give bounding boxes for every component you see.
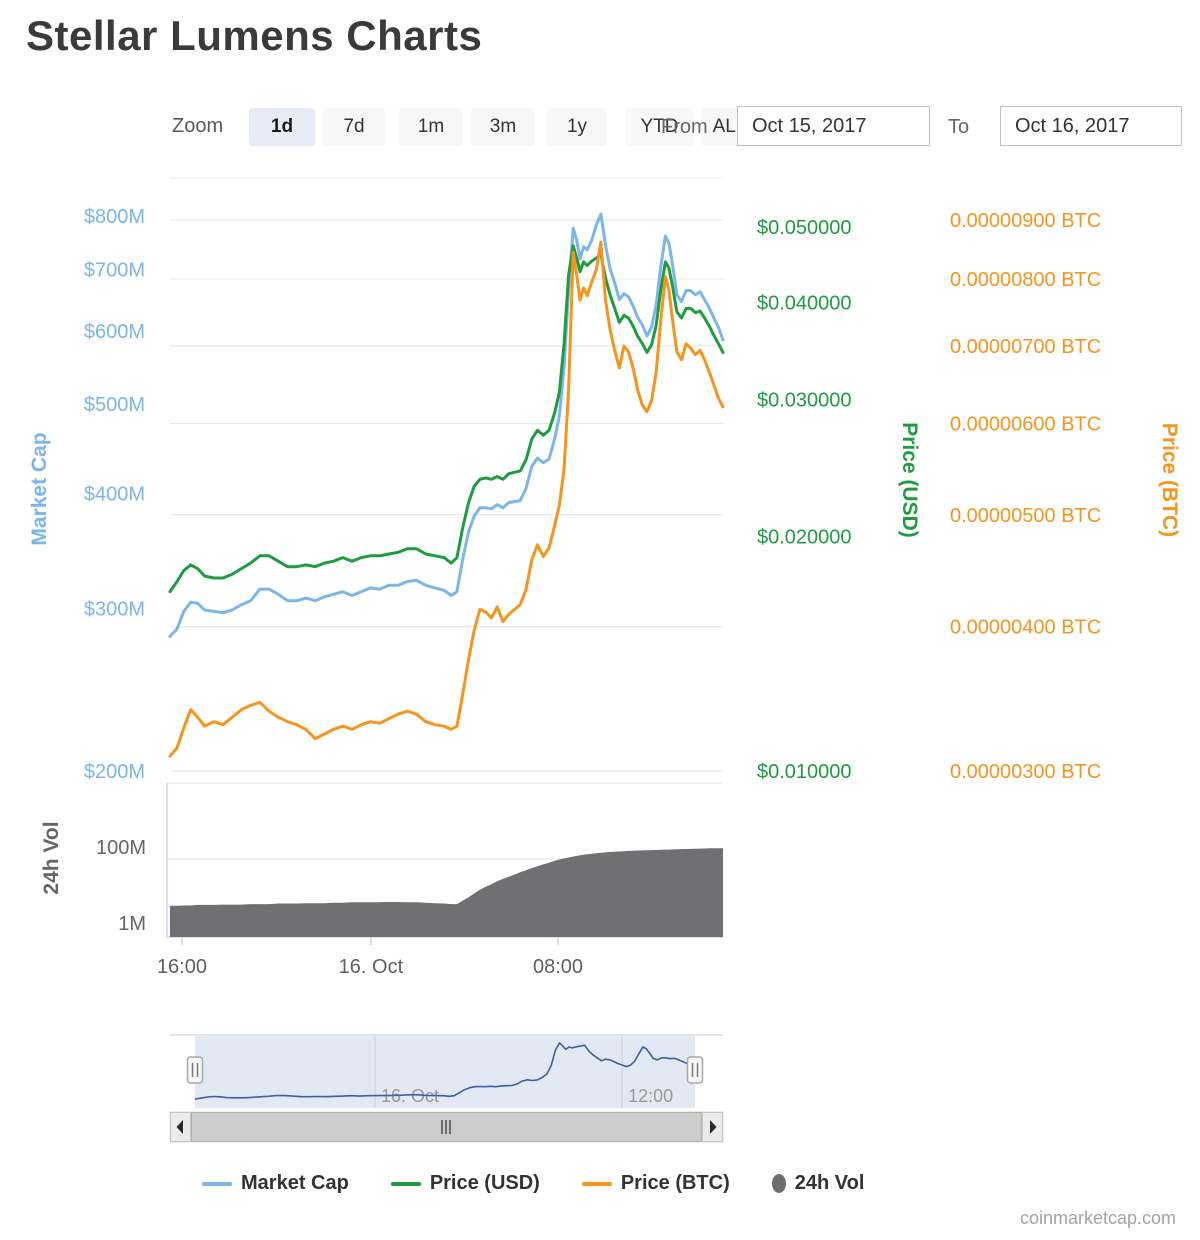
- navigator-x-label: 12:00: [628, 1086, 673, 1106]
- legend-label: 24h Vol: [794, 1172, 865, 1194]
- navigator-x-label: 16. Oct: [381, 1086, 439, 1106]
- market-cap-tick-label: $600M: [84, 321, 145, 343]
- market-cap-series: [168, 212, 725, 638]
- navigator-series: [194, 1042, 696, 1100]
- zoom-button-7d[interactable]: 7d: [323, 108, 385, 146]
- legend-label: Price (USD): [429, 1172, 540, 1194]
- navigator-handle-right[interactable]: [686, 1056, 704, 1084]
- navigator-handle-left[interactable]: [186, 1056, 204, 1084]
- zoom-button-1d[interactable]: 1d: [249, 108, 315, 146]
- legend-circle-marker: [771, 1174, 786, 1193]
- navigator-selected-range[interactable]: [195, 1036, 695, 1108]
- volume-tick-label: 1M: [118, 913, 146, 935]
- market-cap-axis-title: Market Cap: [28, 432, 51, 545]
- volume-area-series: [170, 848, 723, 937]
- price-usd-tick-label: $0.010000: [757, 761, 852, 783]
- legend-item-24h-vol[interactable]: 24h Vol: [771, 1172, 865, 1195]
- x-axis-label: 16:00: [157, 956, 207, 978]
- price-usd--series: [168, 244, 725, 594]
- zoom-button-1y[interactable]: 1y: [547, 108, 607, 146]
- price-btc-tick-label: 0.00000900 BTC: [950, 210, 1101, 232]
- market-cap-tick-label: $300M: [84, 599, 145, 621]
- legend-label: Price (BTC): [620, 1172, 730, 1194]
- watermark: coinmarketcap.com: [1019, 1208, 1176, 1228]
- price-usd-tick-label: $0.030000: [757, 390, 852, 412]
- price-usd-tick-label: $0.050000: [757, 217, 852, 239]
- market-cap-tick-label: $400M: [84, 484, 145, 506]
- scrollbar-right-arrow-icon[interactable]: [710, 1120, 717, 1134]
- handle-grip-icon[interactable]: [686, 1056, 704, 1084]
- x-axis-label: 08:00: [533, 956, 583, 978]
- price-usd-tick-label: $0.040000: [757, 292, 852, 314]
- price-btc-tick-label: 0.00000400 BTC: [950, 617, 1101, 639]
- scrollbar-left-arrow-icon[interactable]: [176, 1120, 184, 1134]
- to-label: To: [948, 116, 970, 138]
- from-label: From: [661, 116, 708, 138]
- volume-tick-label: 100M: [96, 837, 146, 859]
- price-btc-tick-label: 0.00000800 BTC: [950, 269, 1101, 291]
- market-cap-tick-label: $500M: [84, 394, 145, 416]
- price-btc-tick-label: 0.00000700 BTC: [950, 336, 1101, 358]
- price-btc-tick-label: 0.00000500 BTC: [950, 505, 1101, 527]
- price-volume-chart[interactable]: $800M $700M $600M $500M $400M $300M $200M $0.05…: [0, 0, 1200, 1160]
- zoom-button-1m[interactable]: 1m: [399, 108, 463, 146]
- price-btc-axis-title: Price (BTC): [1158, 423, 1181, 537]
- market-cap-tick-label: $800M: [84, 206, 145, 228]
- zoom-button-ytd[interactable]: YTD: [626, 108, 693, 146]
- legend-line-marker: [390, 1181, 421, 1186]
- price-usd-tick-label: $0.020000: [757, 527, 852, 549]
- price-btc-tick-label: 0.00000600 BTC: [950, 413, 1101, 435]
- zoom-button-3m[interactable]: 3m: [471, 108, 535, 146]
- market-cap-tick-label: $200M: [84, 761, 145, 783]
- legend-item-price-btc-[interactable]: Price (BTC): [581, 1172, 730, 1195]
- chart-legend: Market Cap Price (USD) Price (BTC) 24h Vol: [202, 1172, 864, 1195]
- legend-line-marker: [202, 1181, 232, 1186]
- x-axis-label: 16. Oct: [339, 956, 404, 978]
- page-title: Stellar Lumens Charts: [26, 12, 483, 59]
- market-cap-tick-label: $700M: [84, 259, 145, 281]
- legend-line-marker: [581, 1181, 612, 1186]
- legend-label: Market Cap: [241, 1172, 349, 1194]
- legend-item-market-cap[interactable]: Market Cap: [202, 1172, 349, 1195]
- from-date-input[interactable]: [737, 106, 930, 146]
- price-btc-tick-label: 0.00000300 BTC: [950, 761, 1101, 783]
- legend-item-price-usd-[interactable]: Price (USD): [390, 1172, 540, 1195]
- to-date-input[interactable]: [1000, 106, 1182, 146]
- volume-axis-title: 24h Vol: [40, 821, 63, 894]
- handle-grip-icon[interactable]: [186, 1056, 204, 1084]
- zoom-label: Zoom: [172, 115, 224, 137]
- price-btc--series: [168, 240, 725, 758]
- price-usd-axis-title: Price (USD): [898, 422, 921, 538]
